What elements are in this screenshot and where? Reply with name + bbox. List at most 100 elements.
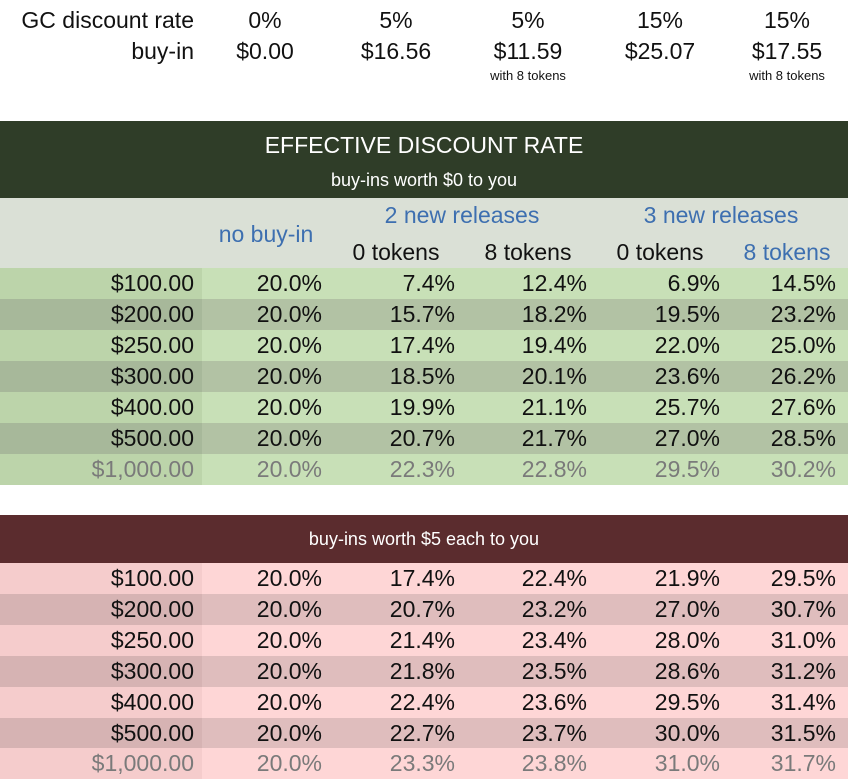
table-row: $250.00 20.0% 17.4% 19.4% 22.0% 25.0% bbox=[0, 330, 848, 361]
value-cell: 23.3% bbox=[389, 750, 455, 776]
value-cell: 12.4% bbox=[521, 270, 587, 296]
amount-cell: $300.00 bbox=[110, 658, 194, 684]
table-row: $400.00 20.0% 19.9% 21.1% 25.7% 27.6% bbox=[0, 392, 848, 423]
value-cell: 31.5% bbox=[770, 720, 836, 746]
value-cell: 23.8% bbox=[521, 750, 587, 776]
value-cell: 22.4% bbox=[389, 689, 455, 715]
value-cell: 23.6% bbox=[521, 689, 587, 715]
amount-cell: $100.00 bbox=[110, 565, 194, 591]
value-cell: 28.0% bbox=[654, 627, 720, 653]
table-row: $1,000.00 20.0% 22.3% 22.8% 29.5% 30.2% bbox=[0, 454, 848, 485]
header-3-new-releases: 3 new releases bbox=[643, 202, 799, 228]
value-cell: 23.2% bbox=[770, 301, 836, 327]
value-cell: 21.4% bbox=[389, 627, 455, 653]
value-cell: 20.0% bbox=[256, 565, 322, 591]
amount-cell: $300.00 bbox=[110, 363, 194, 389]
buyin-cell: $17.55 bbox=[751, 38, 823, 64]
rate-cell: 5% bbox=[379, 7, 413, 33]
value-cell: 19.4% bbox=[521, 332, 587, 358]
value-cell: 26.2% bbox=[770, 363, 836, 389]
section-subtitle: buy-ins worth $5 each to you bbox=[308, 529, 540, 549]
value-cell: 17.4% bbox=[389, 332, 455, 358]
value-cell: 30.7% bbox=[770, 596, 836, 622]
value-cell: 20.0% bbox=[256, 425, 322, 451]
buyin-cell: $11.59 bbox=[493, 38, 563, 64]
value-cell: 22.8% bbox=[521, 456, 587, 482]
value-cell: 15.7% bbox=[389, 301, 455, 327]
value-cell: 20.0% bbox=[256, 750, 322, 776]
value-cell: 20.7% bbox=[389, 596, 455, 622]
amount-cell: $400.00 bbox=[110, 394, 194, 420]
section-subtitle: buy-ins worth $0 to you bbox=[330, 170, 518, 190]
table-row: $1,000.00 20.0% 23.3% 23.8% 31.0% 31.7% bbox=[0, 748, 848, 779]
value-cell: 22.0% bbox=[654, 332, 720, 358]
value-cell: 18.5% bbox=[389, 363, 455, 389]
value-cell: 21.1% bbox=[521, 394, 587, 420]
value-cell: 21.9% bbox=[654, 565, 720, 591]
value-cell: 21.7% bbox=[521, 425, 587, 451]
value-cell: 25.0% bbox=[770, 332, 836, 358]
value-cell: 23.4% bbox=[521, 627, 587, 653]
value-cell: 31.7% bbox=[770, 750, 836, 776]
section-header-effective-discount: EFFECTIVE DISCOUNT RATE buy-ins worth $0… bbox=[0, 121, 848, 198]
value-cell: 30.0% bbox=[654, 720, 720, 746]
value-cell: 27.0% bbox=[654, 596, 720, 622]
value-cell: 23.6% bbox=[654, 363, 720, 389]
table-row: $200.00 20.0% 15.7% 18.2% 19.5% 23.2% bbox=[0, 299, 848, 330]
table-row: $100.00 20.0% 17.4% 22.4% 21.9% 29.5% bbox=[0, 563, 848, 594]
table-row: $500.00 20.0% 20.7% 21.7% 27.0% 28.5% bbox=[0, 423, 848, 454]
amount-cell: $250.00 bbox=[110, 627, 194, 653]
value-cell: 20.7% bbox=[389, 425, 455, 451]
value-cell: 27.0% bbox=[654, 425, 720, 451]
tokens-note: with 8 tokens bbox=[490, 68, 566, 83]
value-cell: 23.7% bbox=[521, 720, 587, 746]
amount-cell: $200.00 bbox=[110, 596, 194, 622]
value-cell: 31.0% bbox=[654, 750, 720, 776]
value-cell: 20.0% bbox=[256, 596, 322, 622]
section-title: EFFECTIVE DISCOUNT RATE bbox=[264, 132, 584, 158]
value-cell: 27.6% bbox=[770, 394, 836, 420]
buyin-cell: $25.07 bbox=[624, 38, 696, 64]
amount-cell: $400.00 bbox=[110, 689, 194, 715]
value-cell: 20.0% bbox=[256, 627, 322, 653]
table-row: $300.00 20.0% 21.8% 23.5% 28.6% 31.2% bbox=[0, 656, 848, 687]
rate-cell: 15% bbox=[763, 7, 811, 33]
value-cell: 31.4% bbox=[770, 689, 836, 715]
value-cell: 20.1% bbox=[521, 363, 587, 389]
amount-cell: $500.00 bbox=[110, 720, 194, 746]
amount-cell: $200.00 bbox=[110, 301, 194, 327]
value-cell: 20.0% bbox=[256, 332, 322, 358]
header-2-new-releases: 2 new releases bbox=[384, 202, 540, 228]
value-cell: 19.9% bbox=[389, 394, 455, 420]
value-cell: 18.2% bbox=[521, 301, 587, 327]
value-cell: 20.0% bbox=[256, 301, 322, 327]
value-cell: 6.9% bbox=[667, 270, 720, 296]
section-header-buyins-worth-5: buy-ins worth $5 each to you bbox=[0, 515, 848, 563]
value-cell: 20.0% bbox=[256, 658, 322, 684]
discount-rate-row: GC discount rate 0% 5% 5% 15% 15% bbox=[0, 5, 848, 35]
rate-cell: 5% bbox=[511, 7, 545, 33]
value-cell: 22.3% bbox=[389, 456, 455, 482]
table-row: $200.00 20.0% 20.7% 23.2% 27.0% 30.7% bbox=[0, 594, 848, 625]
value-cell: 29.5% bbox=[770, 565, 836, 591]
value-cell: 20.0% bbox=[256, 456, 322, 482]
table-row: $250.00 20.0% 21.4% 23.4% 28.0% 31.0% bbox=[0, 625, 848, 656]
amount-cell: $250.00 bbox=[110, 332, 194, 358]
amount-cell: $100.00 bbox=[110, 270, 194, 296]
header-8-tokens: 8 tokens bbox=[484, 239, 572, 265]
value-cell: 25.7% bbox=[654, 394, 720, 420]
amount-cell: $500.00 bbox=[110, 425, 194, 451]
header-0-tokens: 0 tokens bbox=[616, 239, 704, 265]
value-cell: 20.0% bbox=[256, 270, 322, 296]
table-row: $100.00 20.0% 7.4% 12.4% 6.9% 14.5% bbox=[0, 268, 848, 299]
buyin-label: buy-in bbox=[131, 38, 194, 64]
table-row: $500.00 20.0% 22.7% 23.7% 30.0% 31.5% bbox=[0, 718, 848, 749]
header-8-tokens: 8 tokens bbox=[743, 239, 831, 265]
tokens-note: with 8 tokens bbox=[749, 68, 825, 83]
table-row: $400.00 20.0% 22.4% 23.6% 29.5% 31.4% bbox=[0, 687, 848, 718]
buyin-row: buy-in $0.00 $16.56 $11.59 $25.07 $17.55 bbox=[0, 36, 848, 66]
value-cell: 31.0% bbox=[770, 627, 836, 653]
discount-rate-label: GC discount rate bbox=[21, 7, 194, 33]
buyin-cell: $16.56 bbox=[360, 38, 432, 64]
value-cell: 28.5% bbox=[770, 425, 836, 451]
